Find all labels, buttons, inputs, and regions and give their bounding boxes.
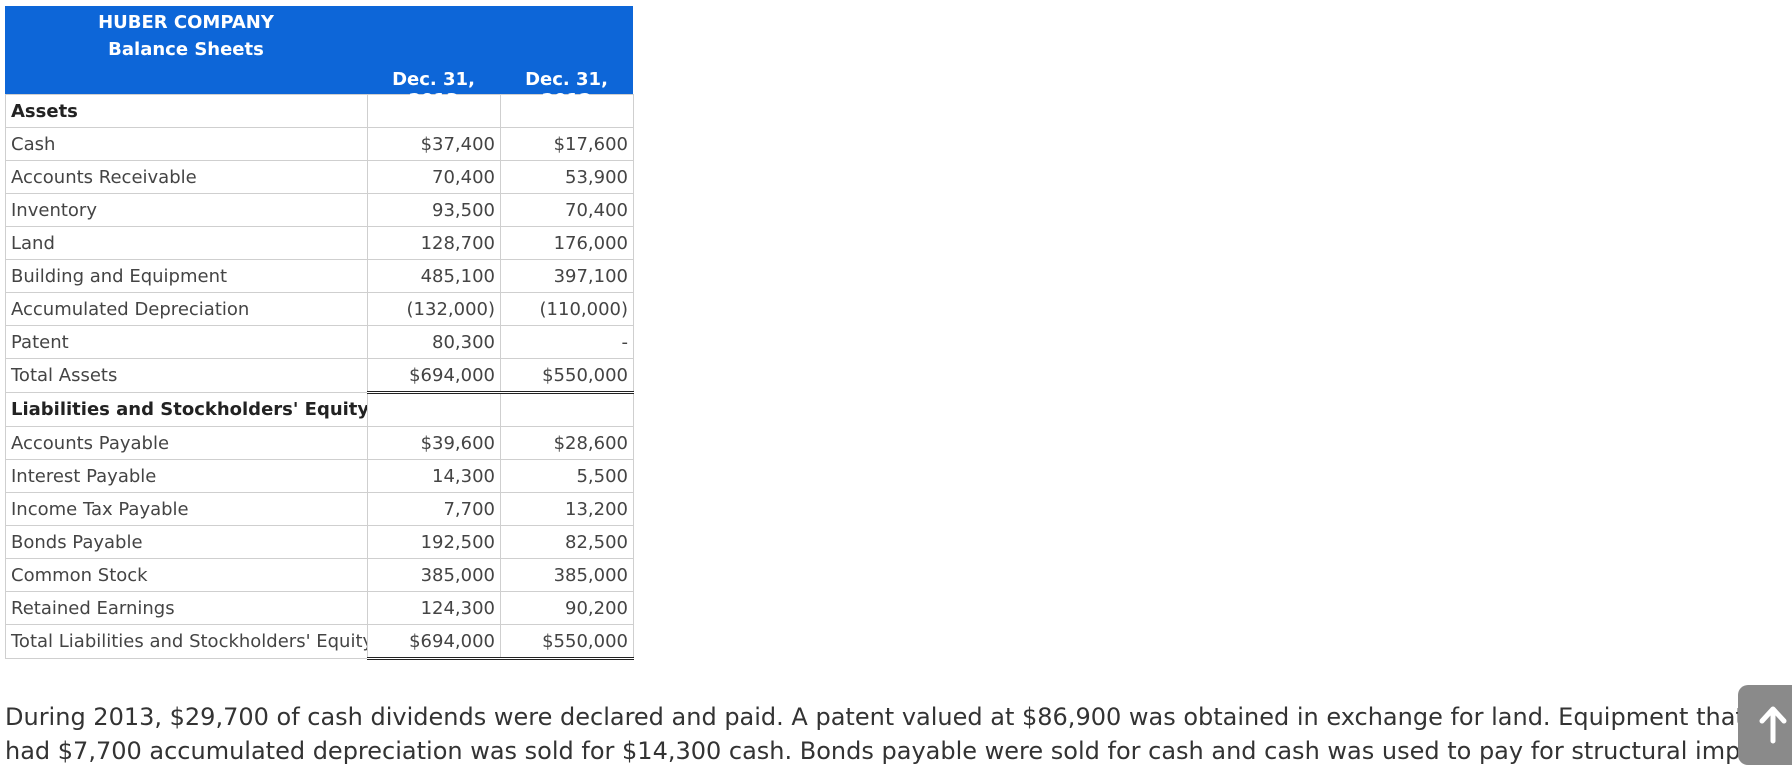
value-2013: 192,500 <box>367 525 501 559</box>
row-label: Accounts Receivable <box>5 160 368 194</box>
table-row: Land 128,700 176,000 <box>5 226 634 260</box>
row-label: Retained Earnings <box>5 591 368 625</box>
row-label: Land <box>5 226 368 260</box>
table-row: Patent 80,300- <box>5 325 634 359</box>
table-row: Accumulated Depreciation (132,000) (110,00… <box>5 292 634 326</box>
balance-sheet-header: HUBER COMPANY Balance Sheets Dec. 31, 20… <box>5 6 633 111</box>
company-name: HUBER COMPANY <box>98 12 274 33</box>
table-row: Accounts Payable $39,600 $28,600 <box>5 426 634 460</box>
row-label: Total Liabilities and Stockholders' Equi… <box>5 624 368 659</box>
table-row: Income Tax Payable 7,700 13,200 <box>5 492 634 526</box>
column-header-2012: Dec. 31, 2012 <box>525 69 608 111</box>
value-2012: 70,400 <box>500 193 634 227</box>
scroll-to-top-button[interactable] <box>1738 685 1792 765</box>
value-2012: $17,600 <box>500 127 634 161</box>
table-row: Bonds Payable 192,500 82,500 <box>5 525 634 559</box>
row-label: Accounts Payable <box>5 426 368 460</box>
table-row: Interest Payable 14,300 5,500 <box>5 459 634 493</box>
value-2013 <box>367 94 501 128</box>
value-2012: 53,900 <box>500 160 634 194</box>
sheet-title: Balance Sheets <box>108 39 264 60</box>
value-2013: 70,400 <box>367 160 501 194</box>
arrow-up-icon <box>1759 706 1787 744</box>
value-2012: (110,000) <box>500 292 634 326</box>
section-header-liabilities: Liabilities and Stockholders' Equity <box>5 392 634 427</box>
value-2013 <box>367 392 501 427</box>
value-2012: 13,200 <box>500 492 634 526</box>
row-label: Common Stock <box>5 558 368 592</box>
value-2013: 80,300 <box>367 325 501 359</box>
value-2012: - <box>500 325 634 359</box>
balance-sheet-table: Assets Cash $37,400 $17,600 Accounts Receiva… <box>5 94 634 660</box>
value-2013: 128,700 <box>367 226 501 260</box>
value-2012: 5,500 <box>500 459 634 493</box>
row-label: Building and Equipment <box>5 259 368 293</box>
value-2013: 14,300 <box>367 459 501 493</box>
row-label: Cash <box>5 127 368 161</box>
value-2013: $39,600 <box>367 426 501 460</box>
value-2013: $37,400 <box>367 127 501 161</box>
column-header-2013: Dec. 31, 2013 <box>392 69 475 111</box>
value-2012 <box>500 392 634 427</box>
value-2012: 385,000 <box>500 558 634 592</box>
table-row: Building and Equipment 485,100 397,100 <box>5 259 634 293</box>
value-2012: $550,000 <box>500 624 634 660</box>
row-label: Inventory <box>5 193 368 227</box>
table-row: Accounts Receivable 70,400 53,900 <box>5 160 634 194</box>
value-2013: 7,700 <box>367 492 501 526</box>
value-2012: 90,200 <box>500 591 634 625</box>
row-label: Total Assets <box>5 358 368 393</box>
problem-description: During 2013, $29,700 of cash dividends w… <box>5 700 1775 768</box>
row-label: Interest Payable <box>5 459 368 493</box>
table-row: Cash $37,400 $17,600 <box>5 127 634 161</box>
value-2013: 385,000 <box>367 558 501 592</box>
value-2012: 397,100 <box>500 259 634 293</box>
total-assets-row: Total Assets $694,000 $550,000 <box>5 358 634 394</box>
row-label: Accumulated Depreciation <box>5 292 368 326</box>
row-label: Liabilities and Stockholders' Equity <box>5 392 368 427</box>
row-label: Income Tax Payable <box>5 492 368 526</box>
row-label: Patent <box>5 325 368 359</box>
value-2013: 485,100 <box>367 259 501 293</box>
row-label: Bonds Payable <box>5 525 368 559</box>
value-2013: $694,000 <box>367 624 501 660</box>
table-row: Inventory 93,500 70,400 <box>5 193 634 227</box>
value-2013: (132,000) <box>367 292 501 326</box>
value-2013: 124,300 <box>367 591 501 625</box>
table-row: Retained Earnings 124,300 90,200 <box>5 591 634 625</box>
value-2012: 82,500 <box>500 525 634 559</box>
value-2013: $694,000 <box>367 358 501 394</box>
table-row: Common Stock 385,000 385,000 <box>5 558 634 592</box>
description-line-2: had $7,700 accumulated depreciation was … <box>5 737 1775 765</box>
row-label: Assets <box>5 94 368 128</box>
balance-sheet: HUBER COMPANY Balance Sheets Dec. 31, 20… <box>5 6 634 660</box>
value-2012: 176,000 <box>500 226 634 260</box>
value-2012: $550,000 <box>500 358 634 394</box>
value-2013: 93,500 <box>367 193 501 227</box>
value-2012: $28,600 <box>500 426 634 460</box>
total-liabilities-row: Total Liabilities and Stockholders' Equi… <box>5 624 634 660</box>
description-line-1: During 2013, $29,700 of cash dividends w… <box>5 703 1775 731</box>
